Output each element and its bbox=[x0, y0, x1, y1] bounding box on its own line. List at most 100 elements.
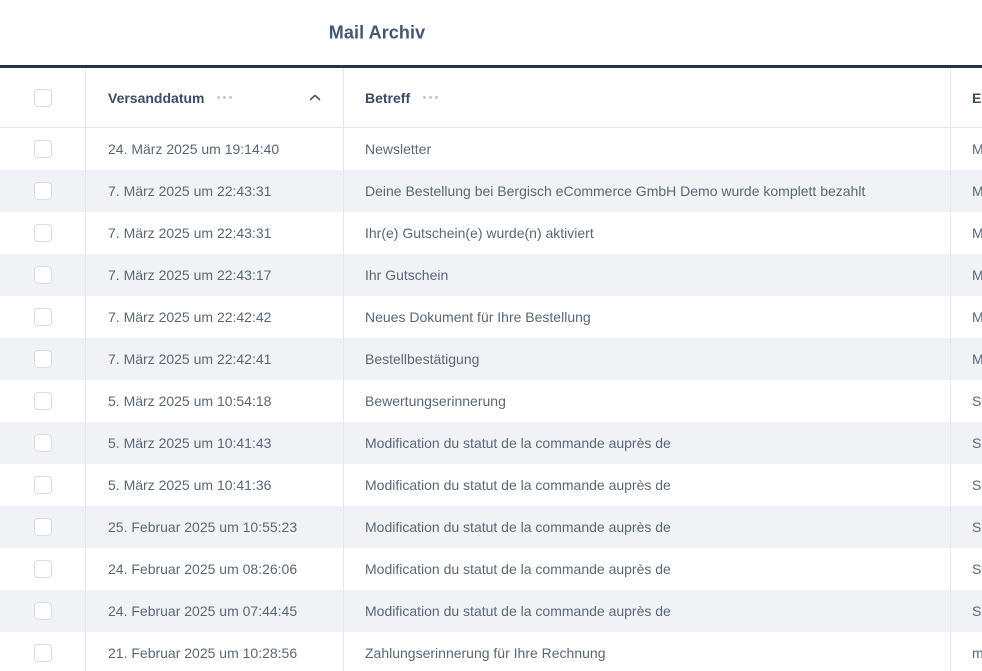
page-title: Mail Archiv bbox=[328, 22, 426, 42]
row-select-checkbox[interactable] bbox=[33, 182, 52, 200]
table-row[interactable]: 24. Februar 2025 um 08:26:06 Modificatio… bbox=[0, 548, 982, 590]
column-header-versanddatum[interactable]: Versanddatum bbox=[86, 68, 344, 127]
row-select-cell bbox=[0, 464, 86, 506]
row-select-checkbox[interactable] bbox=[33, 350, 52, 368]
sort-ascending-icon[interactable] bbox=[309, 94, 321, 101]
mail-subject: Neues Dokument für Ihre Bestellung bbox=[365, 309, 591, 325]
sent-date-cell: 5. März 2025 um 10:54:18 bbox=[86, 380, 344, 422]
recipient-cell: M bbox=[951, 296, 982, 338]
header-select-cell bbox=[0, 68, 86, 127]
sent-date-cell: 7. März 2025 um 22:42:42 bbox=[86, 296, 344, 338]
recipient: m bbox=[972, 645, 982, 661]
recipient: M bbox=[972, 141, 982, 157]
row-select-checkbox[interactable] bbox=[33, 602, 52, 620]
table-row[interactable]: 7. März 2025 um 22:42:42 Neues Dokument … bbox=[0, 296, 982, 338]
table-row[interactable]: 5. März 2025 um 10:54:18 Bewertungserinn… bbox=[0, 380, 982, 422]
row-select-checkbox[interactable] bbox=[33, 224, 52, 242]
recipient-cell: M bbox=[951, 254, 982, 296]
mail-subject-cell: Modification du statut de la commande au… bbox=[344, 464, 951, 506]
sent-date-cell: 25. Februar 2025 um 10:55:23 bbox=[86, 506, 344, 548]
sent-date-cell: 24. März 2025 um 19:14:40 bbox=[86, 128, 344, 170]
sent-date: 7. März 2025 um 22:42:41 bbox=[108, 351, 272, 367]
column-context-menu-icon[interactable] bbox=[423, 96, 439, 99]
table-body: 24. März 2025 um 19:14:40 Newsletter M 7… bbox=[0, 128, 982, 671]
sent-date-cell: 7. März 2025 um 22:43:31 bbox=[86, 170, 344, 212]
column-header-empfaenger[interactable]: E bbox=[951, 68, 982, 127]
recipient-cell: M bbox=[951, 212, 982, 254]
sent-date-cell: 21. Februar 2025 um 10:28:56 bbox=[86, 632, 344, 671]
recipient: S bbox=[972, 603, 982, 619]
row-select-checkbox[interactable] bbox=[33, 560, 52, 578]
mail-subject-cell: Bestellbestätigung bbox=[344, 338, 951, 380]
row-select-checkbox[interactable] bbox=[33, 392, 52, 410]
recipient: S bbox=[972, 519, 982, 535]
table-row[interactable]: 5. März 2025 um 10:41:43 Modification du… bbox=[0, 422, 982, 464]
sent-date-cell: 7. März 2025 um 22:43:31 bbox=[86, 212, 344, 254]
sent-date: 5. März 2025 um 10:54:18 bbox=[108, 393, 272, 409]
mail-subject-cell: Deine Bestellung bei Bergisch eCommerce … bbox=[344, 170, 951, 212]
mail-subject: Zahlungserinnerung für Ihre Rechnung bbox=[365, 645, 606, 661]
recipient-cell: M bbox=[951, 338, 982, 380]
mail-subject: Modification du statut de la commande au… bbox=[365, 561, 671, 577]
sent-date: 7. März 2025 um 22:43:31 bbox=[108, 225, 272, 241]
mail-subject: Modification du statut de la commande au… bbox=[365, 435, 671, 451]
recipient-cell: M bbox=[951, 170, 982, 212]
mail-subject: Modification du statut de la commande au… bbox=[365, 477, 671, 493]
row-select-checkbox[interactable] bbox=[33, 308, 52, 326]
recipient-cell: S bbox=[951, 590, 982, 632]
table-row[interactable]: 7. März 2025 um 22:43:31 Deine Bestellun… bbox=[0, 170, 982, 212]
sent-date-cell: 7. März 2025 um 22:43:17 bbox=[86, 254, 344, 296]
mail-subject-cell: Newsletter bbox=[344, 128, 951, 170]
row-select-cell bbox=[0, 254, 86, 296]
sent-date: 7. März 2025 um 22:42:42 bbox=[108, 309, 272, 325]
table-row[interactable]: 7. März 2025 um 22:43:31 Ihr(e) Gutschei… bbox=[0, 212, 982, 254]
select-all-checkbox[interactable] bbox=[33, 88, 52, 107]
recipient: S bbox=[972, 477, 982, 493]
mail-subject-cell: Zahlungserinnerung für Ihre Rechnung bbox=[344, 632, 951, 671]
table-row[interactable]: 25. Februar 2025 um 10:55:23 Modificatio… bbox=[0, 506, 982, 548]
recipient-cell: S bbox=[951, 380, 982, 422]
recipient: M bbox=[972, 225, 982, 241]
recipient-cell: M bbox=[951, 128, 982, 170]
row-select-cell bbox=[0, 170, 86, 212]
table-row[interactable]: 24. März 2025 um 19:14:40 Newsletter M bbox=[0, 128, 982, 170]
column-label-versanddatum: Versanddatum bbox=[108, 89, 205, 106]
row-select-checkbox[interactable] bbox=[33, 266, 52, 284]
sent-date-cell: 5. März 2025 um 10:41:36 bbox=[86, 464, 344, 506]
sent-date-cell: 24. Februar 2025 um 07:44:45 bbox=[86, 590, 344, 632]
column-context-menu-icon[interactable] bbox=[217, 96, 233, 99]
column-header-betreff[interactable]: Betreff bbox=[344, 68, 951, 127]
mail-subject-cell: Ihr(e) Gutschein(e) wurde(n) aktiviert bbox=[344, 212, 951, 254]
row-select-cell bbox=[0, 338, 86, 380]
recipient-cell: S bbox=[951, 464, 982, 506]
row-select-checkbox[interactable] bbox=[33, 476, 52, 494]
mail-subject-cell: Modification du statut de la commande au… bbox=[344, 548, 951, 590]
recipient: S bbox=[972, 561, 982, 577]
mail-subject: Ihr Gutschein bbox=[365, 267, 449, 283]
row-select-cell bbox=[0, 212, 86, 254]
sent-date: 21. Februar 2025 um 10:28:56 bbox=[108, 645, 298, 661]
mail-subject-cell: Bewertungserinnerung bbox=[344, 380, 951, 422]
table-row[interactable]: 5. März 2025 um 10:41:36 Modification du… bbox=[0, 464, 982, 506]
row-select-checkbox[interactable] bbox=[33, 140, 52, 158]
sent-date: 5. März 2025 um 10:41:36 bbox=[108, 477, 272, 493]
recipient: M bbox=[972, 267, 982, 283]
row-select-cell bbox=[0, 296, 86, 338]
row-select-cell bbox=[0, 422, 86, 464]
row-select-cell bbox=[0, 632, 86, 671]
recipient: S bbox=[972, 393, 982, 409]
mail-subject-cell: Modification du statut de la commande au… bbox=[344, 506, 951, 548]
column-label-empfaenger: E bbox=[972, 89, 982, 106]
table-row[interactable]: 24. Februar 2025 um 07:44:45 Modificatio… bbox=[0, 590, 982, 632]
row-select-checkbox[interactable] bbox=[33, 518, 52, 536]
row-select-checkbox[interactable] bbox=[33, 434, 52, 452]
table-row[interactable]: 21. Februar 2025 um 10:28:56 Zahlungseri… bbox=[0, 632, 982, 671]
row-select-cell bbox=[0, 128, 86, 170]
sent-date: 7. März 2025 um 22:43:31 bbox=[108, 183, 272, 199]
table-row[interactable]: 7. März 2025 um 22:43:17 Ihr Gutschein M bbox=[0, 254, 982, 296]
row-select-checkbox[interactable] bbox=[33, 644, 52, 662]
table-row[interactable]: 7. März 2025 um 22:42:41 Bestellbestätig… bbox=[0, 338, 982, 380]
table-header-row: Versanddatum Betreff E bbox=[0, 68, 982, 128]
sent-date-cell: 24. Februar 2025 um 08:26:06 bbox=[86, 548, 344, 590]
